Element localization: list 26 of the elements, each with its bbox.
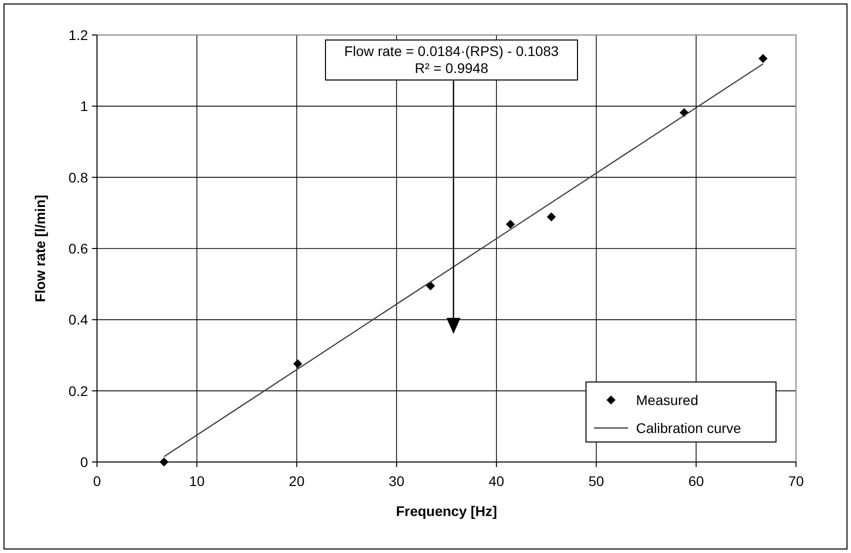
legend-label: Measured [636, 392, 698, 408]
y-tick-label: 0.4 [68, 312, 88, 328]
legend-label: Calibration curve [636, 420, 742, 436]
x-axis-title: Frequency [Hz] [396, 503, 498, 519]
y-tick-label: 0 [80, 454, 88, 470]
x-tick-label: 60 [688, 473, 704, 489]
point [758, 54, 768, 63]
point [293, 359, 302, 368]
point [506, 220, 515, 229]
y-tick-label: 0.8 [68, 169, 88, 186]
x-tick-label: 40 [488, 473, 504, 489]
y-axis-title: Flow rate [l/min] [32, 194, 48, 302]
y-tick-label: 1 [80, 98, 88, 114]
x-tick-label: 10 [189, 473, 205, 489]
point [426, 281, 436, 290]
y-tick-label: 1.2 [68, 27, 88, 43]
point [160, 458, 169, 466]
x-tick-label: 70 [788, 473, 804, 489]
y-tick-label: 0.6 [68, 240, 88, 256]
y-tick-label: 0.2 [68, 382, 88, 399]
x-tick-label: 0 [93, 473, 102, 489]
annotation: Flow rate = 0.0184·(RPS) - 0.1083 R² = 0.9948 [344, 43, 559, 76]
x-tick-label: 50 [588, 473, 604, 489]
point [546, 212, 556, 222]
x-tick-label: 30 [388, 473, 405, 489]
x-tick-label: 20 [288, 473, 305, 489]
